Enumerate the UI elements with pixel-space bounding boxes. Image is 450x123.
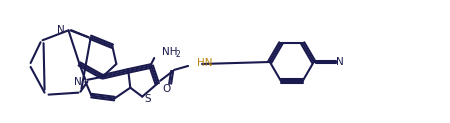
Text: N: N: [57, 25, 64, 35]
Text: HN: HN: [197, 58, 212, 68]
Text: O: O: [162, 84, 170, 94]
Text: 2: 2: [175, 50, 180, 59]
Text: N: N: [336, 57, 343, 67]
Text: N: N: [74, 77, 81, 87]
Text: NH: NH: [162, 47, 178, 57]
Text: S: S: [144, 94, 151, 104]
